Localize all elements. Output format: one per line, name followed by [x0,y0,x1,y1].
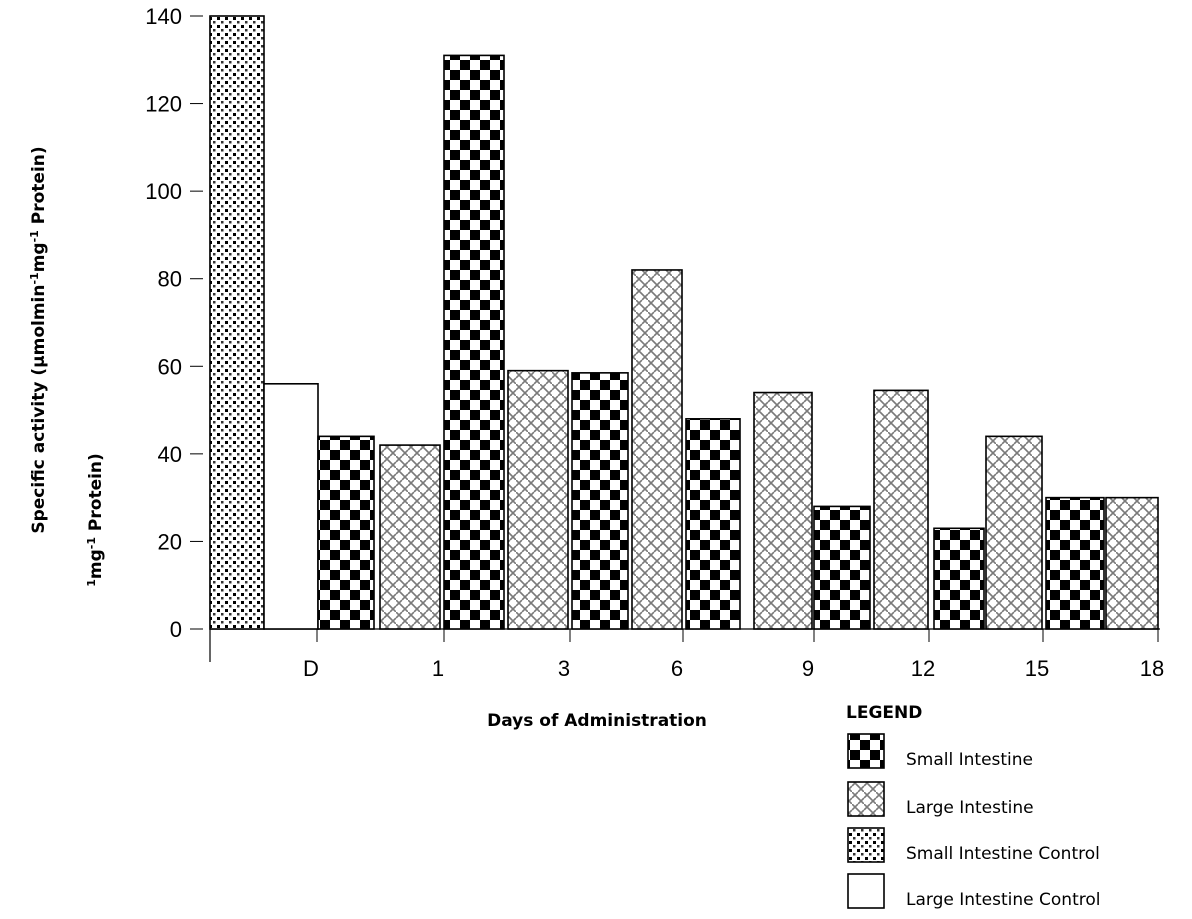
y-axis-ghost-title: 1mg-1 Protein) [85,453,107,587]
bar-16 [1105,496,1159,630]
y-tick-label: 100 [145,179,182,204]
y-axis-title-unit: mg [29,242,49,272]
bar-15 [1045,496,1105,630]
bar-13 [933,527,985,630]
y-tick-label: 120 [145,92,182,117]
bar-3 [317,435,375,630]
bar-12 [873,389,929,630]
legend-label: Large Intestine Control [906,890,1100,910]
legend-swatch [847,733,885,769]
y-axis-title-sup-1: -1 [28,272,41,284]
legend-title: LEGEND [846,703,922,723]
x-tick-label: 6 [671,656,683,681]
legend-swatch [847,873,885,909]
x-tick-label: 9 [802,656,814,681]
bar-1 [209,15,265,630]
legend: LEGEND Small Intestine Large Intestine Sma… [846,703,1100,910]
legend-swatch [847,781,885,817]
y-tick-label: 40 [158,442,182,467]
ghost-tail: Protein) [86,453,106,537]
y-tick-label: 20 [158,529,182,554]
x-tick-label: 3 [558,656,570,681]
ghost-unit: mg [86,549,106,579]
y-axis-ghost-text: 1mg-1 Protein) [85,453,107,587]
bar-7 [571,372,629,630]
bar-10 [753,391,813,630]
bar-5 [443,54,505,630]
y-axis-title-tail: Protein) [29,146,49,230]
bar-2 [263,382,319,630]
x-axis-title: Days of Administration [487,711,707,731]
y-tick-label: 60 [158,354,182,379]
ghost-sup-2: -1 [85,537,98,549]
bar-4 [379,444,441,630]
bar-9 [685,418,741,630]
y-axis-title-main: Specific activity (µmolmin [29,285,49,534]
x-axis: D 1 3 6 9 12 15 18 [210,628,1164,681]
y-tick-label: 80 [158,267,182,292]
y-tick-label: 0 [170,617,182,642]
y-axis-title-sup-2: -1 [28,230,41,242]
bars-group [209,15,1159,630]
legend-swatch [847,827,885,863]
bar-8 [631,269,683,630]
bar-11 [813,505,871,630]
x-tick-label: 18 [1140,656,1164,681]
y-tick-label: 140 [145,4,182,29]
legend-label: Small Intestine Control [906,844,1100,864]
bar-6 [507,369,569,630]
x-tick-label: 12 [911,656,935,681]
ghost-sup-1: 1 [85,579,98,587]
x-tick-label: 15 [1025,656,1049,681]
legend-label: Small Intestine [906,750,1033,770]
x-tick-label: 1 [432,656,444,681]
y-axis: 0 20 40 60 80 100 120 140 [145,4,211,662]
y-axis-title: Specific activity (µmolmin-1mg-1 Protein… [28,146,50,533]
bar-14 [985,435,1043,630]
legend-label: Large Intestine [906,798,1034,818]
x-tick-label: D [303,656,319,681]
